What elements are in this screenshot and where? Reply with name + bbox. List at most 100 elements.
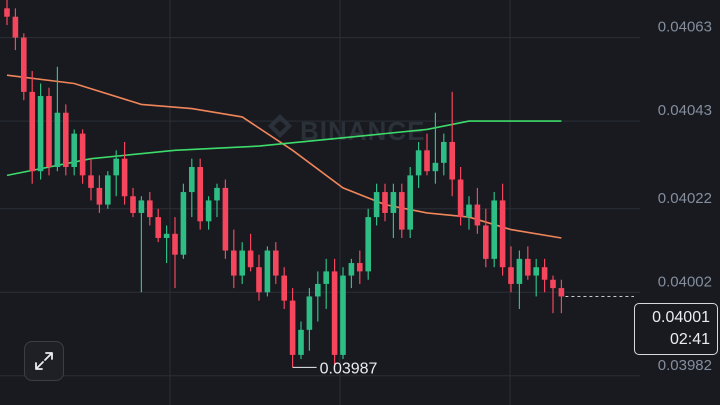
candle: [79, 129, 86, 184]
candle-body: [247, 250, 254, 268]
candle-body: [172, 233, 178, 255]
candle-body: [365, 217, 371, 272]
candle: [525, 246, 531, 280]
candle-body: [214, 187, 220, 201]
candle-countdown: 02:41: [669, 331, 710, 348]
candle-body: [340, 275, 346, 355]
candle: [449, 91, 455, 197]
candle-body: [407, 175, 413, 230]
candle-body: [197, 167, 203, 222]
candle-body: [273, 250, 279, 276]
candle-body: [315, 283, 321, 297]
candle: [499, 183, 506, 276]
candle: [474, 187, 481, 234]
candle: [205, 196, 212, 230]
expand-button[interactable]: [24, 341, 64, 381]
ma-slow-line: [6, 120, 562, 177]
candle-body: [88, 175, 94, 188]
candle: [88, 158, 94, 201]
candle-body: [37, 96, 44, 172]
candle-body: [21, 37, 27, 92]
candle: [37, 83, 44, 180]
candle: [357, 250, 363, 284]
candle-body: [424, 150, 430, 172]
candle: [491, 192, 497, 268]
y-tick-label: 0.03982: [658, 357, 712, 374]
candle: [315, 271, 321, 322]
candle: [63, 104, 69, 176]
candle: [247, 233, 254, 272]
candle: [29, 70, 35, 184]
candle-body: [533, 267, 539, 276]
candle: [298, 321, 304, 360]
candle: [46, 87, 52, 176]
candle: [163, 225, 170, 264]
candle: [407, 167, 413, 238]
candle-body: [390, 192, 397, 213]
candle-body: [71, 133, 77, 168]
y-tick-label: 0.04002: [658, 273, 712, 290]
candle-body: [130, 196, 136, 213]
candle: [483, 208, 489, 268]
candle: [172, 217, 178, 289]
candle: [189, 158, 195, 218]
candle-body: [155, 217, 161, 238]
candle-body: [357, 263, 363, 272]
candle-body: [4, 8, 10, 17]
candle-body: [289, 300, 296, 355]
candle-body: [180, 192, 187, 255]
grid-lines: [0, 0, 640, 405]
candle: [12, 8, 19, 51]
expand-arrows-icon: [35, 352, 53, 370]
candle-body: [256, 267, 262, 293]
y-tick-label: 0.04043: [658, 102, 712, 119]
candle-body: [457, 179, 464, 218]
candle: [390, 183, 397, 238]
candle: [289, 288, 296, 368]
candle: [21, 33, 27, 101]
candle-body: [373, 192, 380, 218]
binance-logo-shape: [268, 114, 292, 138]
candle: [533, 258, 539, 297]
candle-body: [46, 96, 52, 168]
candle-body: [121, 158, 128, 197]
candle-body: [415, 150, 422, 176]
candle-body: [189, 167, 195, 193]
candle-body: [231, 250, 237, 276]
candle-body: [449, 141, 455, 180]
candle: [130, 187, 136, 218]
candle: [306, 288, 313, 351]
candle-body: [382, 192, 388, 213]
candles: [4, 0, 565, 368]
candle-body: [399, 192, 405, 230]
candle: [147, 192, 153, 226]
candle: [508, 246, 514, 293]
candle-body: [138, 200, 145, 213]
candle-body: [508, 267, 514, 284]
candle-body: [306, 296, 313, 330]
candle: [541, 258, 548, 293]
candle: [121, 141, 128, 205]
y-axis-ticks: 0.04063 0.04043 0.04022 0.04002 0.03982: [658, 19, 712, 374]
binance-logo-icon: [268, 114, 292, 138]
candle: [323, 258, 329, 309]
candle: [222, 179, 229, 259]
candle-body: [205, 200, 212, 222]
candle-body: [163, 233, 170, 238]
candle-body: [147, 200, 153, 218]
candle-body: [29, 91, 35, 172]
candle-body: [331, 271, 338, 355]
candle: [54, 66, 61, 172]
candle: [231, 229, 237, 289]
y-tick-label: 0.04063: [658, 19, 712, 36]
candle: [365, 208, 371, 280]
candle: [550, 275, 556, 314]
candle-body: [550, 279, 556, 289]
candle-body: [63, 112, 69, 168]
candle-body: [113, 158, 119, 176]
candle: [348, 258, 355, 289]
candle: [4, 0, 10, 26]
candle-body: [441, 141, 447, 163]
current-price-value: 0.04001: [652, 309, 710, 326]
candle-body: [483, 225, 489, 259]
